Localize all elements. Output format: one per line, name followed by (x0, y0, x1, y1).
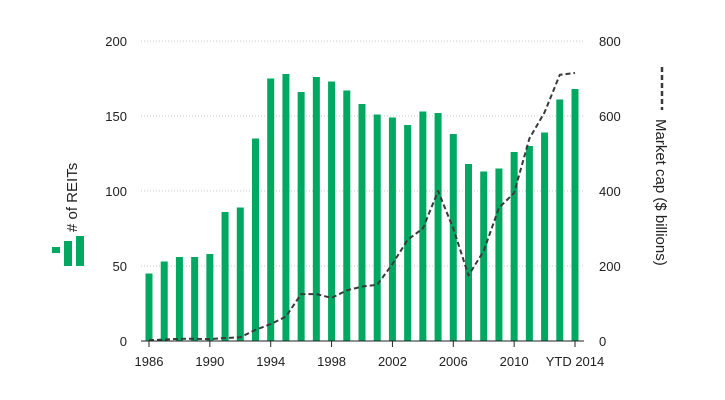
y-right-tick-label: 800 (599, 34, 621, 49)
bar (343, 90, 351, 341)
bar (404, 125, 412, 341)
bar (480, 171, 488, 341)
bar (373, 114, 381, 341)
bar (297, 92, 305, 341)
bar (556, 99, 564, 341)
y-right-tick-label: 200 (599, 259, 621, 274)
bar (358, 104, 366, 341)
bars-series (145, 74, 579, 341)
bar (388, 117, 396, 341)
bar (571, 89, 579, 341)
bar (465, 164, 472, 341)
x-tick-label: YTD 2014 (546, 354, 605, 369)
x-tick-label: 2006 (439, 354, 468, 369)
x-tick-label: 2002 (378, 354, 407, 369)
y-axis-right: 0 200 400 600 800 (599, 34, 621, 349)
bar (312, 77, 320, 341)
bar (495, 168, 503, 341)
y-axis-left: 0 50 100 150 200 (105, 34, 127, 349)
y-axis-right-title: Market cap ($ billions) (652, 119, 669, 266)
reits-legend: # of REITs (52, 163, 84, 266)
market-cap-legend: Market cap ($ billions) (652, 67, 669, 266)
gridlines (141, 40, 584, 267)
bar (525, 146, 533, 341)
y-right-tick-label: 400 (599, 184, 621, 199)
x-tick-label: 1998 (317, 354, 346, 369)
y-left-tick-label: 100 (105, 184, 127, 199)
x-tick-label: 1990 (195, 354, 224, 369)
y-left-tick-label: 0 (120, 334, 127, 349)
x-axis: 1986 1990 1994 1998 2002 2006 2010 YTD 2014 (135, 340, 605, 369)
bar (236, 207, 244, 341)
bar-chart-icon (52, 236, 84, 266)
y-right-tick-label: 0 (599, 334, 606, 349)
bar (145, 273, 153, 341)
market-cap-line (148, 71, 576, 342)
x-tick-label: 1986 (135, 354, 164, 369)
bar (449, 134, 457, 341)
y-right-tick-label: 600 (599, 109, 621, 124)
bar (252, 138, 259, 341)
bar (206, 254, 214, 341)
bar (221, 212, 229, 341)
y-left-tick-label: 200 (105, 34, 127, 49)
bar (267, 78, 275, 341)
bar (510, 152, 518, 341)
y-left-tick-label: 150 (105, 109, 127, 124)
x-tick-label: 1994 (256, 354, 285, 369)
bar (434, 113, 442, 341)
bar (175, 257, 183, 341)
market-cap-series (148, 71, 576, 342)
bar (160, 261, 168, 341)
bar (541, 132, 549, 341)
y-axis-left-title: # of REITs (64, 163, 81, 232)
bar (282, 74, 290, 341)
bar (191, 257, 199, 341)
y-left-tick-label: 50 (113, 259, 127, 274)
x-tick-label: 2010 (500, 354, 529, 369)
bar (328, 81, 336, 341)
